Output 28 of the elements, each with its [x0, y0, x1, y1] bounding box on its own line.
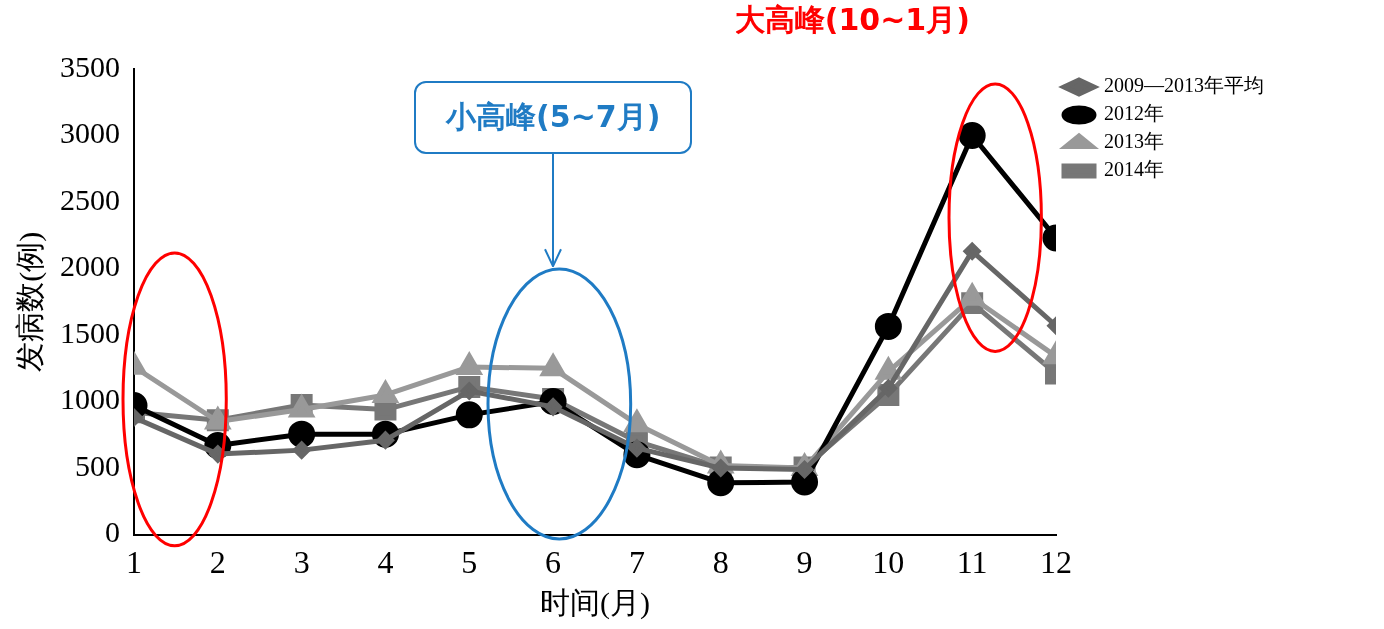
- x-tick-label: 12: [1040, 544, 1072, 581]
- y-tick-label: 3000: [60, 116, 120, 150]
- annotation: 小高峰(5~7月): [414, 81, 693, 154]
- y-tick-label: 3500: [60, 49, 120, 83]
- x-tick-label: 8: [712, 544, 729, 581]
- text: 大高峰(10~1月): [734, 1, 970, 39]
- y-tick-label: 1500: [60, 315, 120, 349]
- x-tick-label: 1: [126, 544, 142, 581]
- y-axis-title: 发病数(例): [12, 231, 47, 372]
- y-tick-label: 2000: [60, 249, 120, 283]
- x-tick-label: 4: [377, 544, 394, 581]
- legend-label: 2012年: [1104, 102, 1164, 125]
- x-axis-title: 时间(月): [540, 585, 650, 620]
- legend-label: 2014年: [1104, 158, 1164, 181]
- x-tick-label: 3: [293, 544, 310, 581]
- x-tick-label: 2: [209, 544, 226, 581]
- legend-label: 2013年: [1104, 130, 1164, 153]
- y-tick-label: 2500: [60, 182, 120, 216]
- x-tick-label: 6: [545, 544, 562, 581]
- x-tick-label: 7: [628, 544, 645, 581]
- x-tick-label: 11: [956, 544, 988, 581]
- x-tick-label: 10: [872, 544, 905, 581]
- y-tick-label: 500: [75, 448, 120, 482]
- x-tick-label: 9: [796, 544, 813, 581]
- x-tick-label: 5: [461, 544, 478, 581]
- y-tick-label: 0: [105, 515, 120, 549]
- y-tick-label: 1000: [60, 382, 120, 416]
- legend-label: 2009—2013年平均: [1104, 74, 1264, 97]
